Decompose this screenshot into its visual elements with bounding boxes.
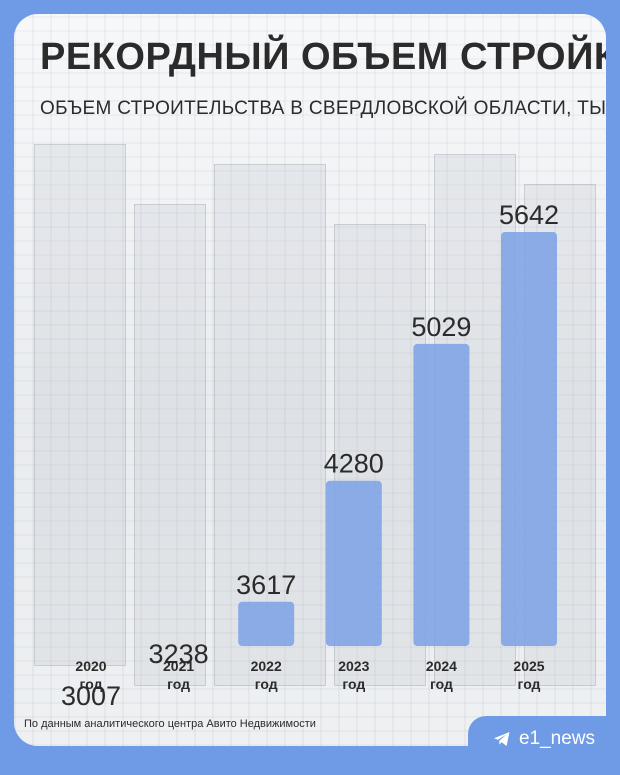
data-label-3: 4280 bbox=[324, 449, 384, 479]
bar-4 bbox=[413, 343, 470, 646]
page-title: РЕКОРДНЫЙ ОБЪЕМ СТРОЙКИ bbox=[40, 36, 606, 78]
tick-label-0-1: год bbox=[80, 676, 103, 692]
tick-label-2-1: год bbox=[255, 676, 278, 692]
bar-3 bbox=[325, 480, 382, 646]
data-label-4: 5029 bbox=[411, 312, 471, 342]
tick-label-5-0: 2025 bbox=[513, 658, 544, 674]
bar-2 bbox=[238, 601, 295, 646]
page-subtitle: ОБЪЕМ СТРОИТЕЛЬСТВА В СВЕРДЛОВСКОЙ ОБЛАС… bbox=[40, 98, 606, 119]
data-label-5: 5642 bbox=[499, 200, 559, 230]
tick-label-1-0: 2021 bbox=[163, 658, 194, 674]
tick-label-3-1: год bbox=[342, 676, 365, 692]
tick-label-3-0: 2023 bbox=[338, 658, 369, 674]
tick-label-5-1: год bbox=[518, 676, 541, 692]
data-label-0: 3007 bbox=[61, 681, 121, 711]
brand-name: e1_news bbox=[518, 728, 596, 749]
telegram-icon bbox=[493, 732, 510, 746]
tick-label-1-1: год bbox=[167, 676, 190, 692]
tick-label-4-0: 2024 bbox=[426, 658, 457, 674]
data-label-2: 3617 bbox=[236, 570, 296, 600]
tick-label-0-0: 2020 bbox=[75, 658, 106, 674]
data-label-1: 3238 bbox=[149, 639, 209, 669]
bar-5 bbox=[501, 232, 557, 646]
source-note: По данным аналитического центра Авито Не… bbox=[24, 718, 316, 730]
tick-label-2-0: 2022 bbox=[251, 658, 282, 674]
brand-badge[interactable]: e1_news bbox=[468, 716, 620, 762]
tick-label-4-1: год bbox=[430, 676, 453, 692]
